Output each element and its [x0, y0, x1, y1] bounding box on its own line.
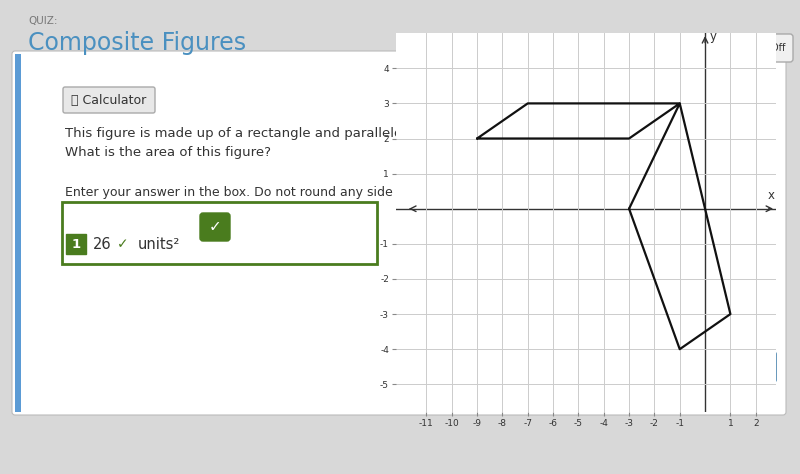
Text: 1: 1: [71, 237, 81, 250]
FancyBboxPatch shape: [63, 87, 155, 113]
Text: Composite Figures: Composite Figures: [28, 31, 246, 55]
FancyBboxPatch shape: [672, 39, 768, 69]
Text: ◄: ◄: [528, 361, 538, 374]
FancyBboxPatch shape: [12, 51, 786, 415]
FancyBboxPatch shape: [617, 34, 708, 62]
Text: This figure is made up of a rectangle and parallelogram.: This figure is made up of a rectangle an…: [65, 127, 442, 140]
FancyBboxPatch shape: [66, 234, 86, 254]
Text: x: x: [768, 189, 774, 202]
Text: 3: 3: [625, 361, 634, 374]
Bar: [15, 54, 21, 412]
Text: 1: 1: [565, 361, 574, 374]
Text: 🖩 Calculator: 🖩 Calculator: [71, 93, 146, 107]
Text: ✓: ✓: [117, 237, 129, 251]
FancyBboxPatch shape: [562, 39, 670, 69]
Text: 4: 4: [654, 361, 664, 374]
Text: 2: 2: [594, 361, 603, 374]
FancyBboxPatch shape: [709, 34, 793, 62]
FancyBboxPatch shape: [710, 352, 776, 382]
Text: 🎵 Print Review: 🎵 Print Review: [683, 49, 757, 59]
Text: ✓: ✓: [209, 219, 222, 235]
Text: 26: 26: [93, 237, 112, 252]
Text: ℹ Help Me ✎: ℹ Help Me ✎: [631, 43, 693, 53]
FancyBboxPatch shape: [200, 213, 230, 241]
Text: Enter your answer in the box. Do not round any side lengths.: Enter your answer in the box. Do not rou…: [65, 186, 447, 199]
Text: What is the area of this figure?: What is the area of this figure?: [65, 146, 271, 159]
FancyBboxPatch shape: [62, 202, 377, 264]
Text: 5: 5: [685, 361, 694, 374]
FancyBboxPatch shape: [518, 352, 548, 382]
Text: QUIZ:: QUIZ:: [28, 16, 58, 26]
Text: Next ►: Next ►: [719, 361, 766, 374]
Text: units²: units²: [138, 237, 180, 252]
FancyBboxPatch shape: [644, 352, 674, 382]
Text: Close Review: Close Review: [577, 47, 655, 61]
Text: y: y: [710, 30, 717, 43]
Text: 🎧 Reading  Off: 🎧 Reading Off: [716, 43, 786, 53]
